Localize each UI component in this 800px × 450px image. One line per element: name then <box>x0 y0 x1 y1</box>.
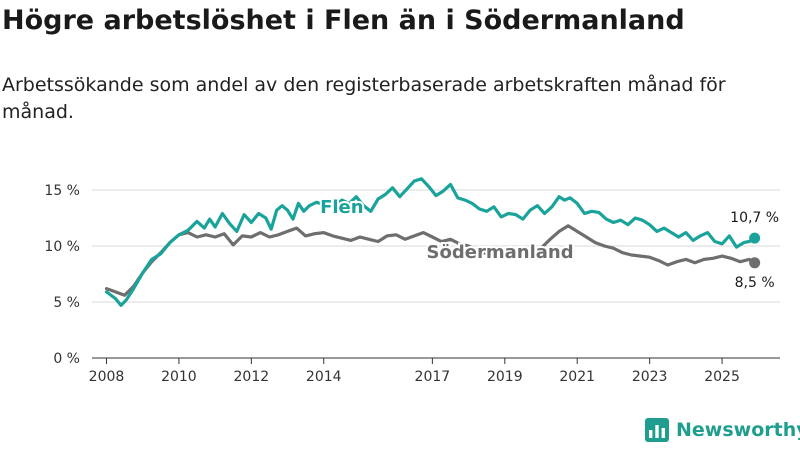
brand-name: Newsworthy <box>676 419 800 441</box>
end-point-flen <box>749 232 761 244</box>
line-chart: 0 %5 %10 %15 % 2008 2010 2012 2014 2017 2019 2… <box>44 177 780 385</box>
chart-subtitle: Arbetssökande som andel av den registerb… <box>2 74 726 123</box>
x-tick-label: 2010 <box>161 369 197 385</box>
gridlines <box>92 189 780 359</box>
bar-chart-logo-icon <box>645 418 669 442</box>
y-axis: 0 % 5 % 10 % 15 % <box>44 183 80 367</box>
series-line-sodermanland <box>104 224 757 297</box>
x-tick-label: 2021 <box>559 369 595 385</box>
series-label-sodermanland: Södermanland <box>427 242 574 263</box>
y-tick-label: 15 % <box>44 183 80 199</box>
newsworthy-logo: Newsworthy <box>645 418 800 442</box>
x-tick-label: 2012 <box>234 369 270 385</box>
series-layer <box>104 177 761 307</box>
x-axis: 2008 2010 2012 2014 2017 2019 2021 2023 2025 <box>89 358 740 385</box>
end-value-label-flen: 10,7 % <box>730 210 779 226</box>
x-tick-label: 2019 <box>487 369 523 385</box>
series-label-flen: Flen <box>320 197 364 218</box>
x-tick-label: 2017 <box>415 369 451 385</box>
series-line-flen <box>104 177 757 307</box>
end-point-sodermanland <box>749 257 761 269</box>
x-tick-label: 2008 <box>89 369 125 385</box>
y-tick-label: 10 % <box>44 239 80 255</box>
y-tick-label: 5 % <box>53 295 80 311</box>
label-layer: Flen Södermanland 10,7 % 8,5 % <box>318 195 779 291</box>
x-tick-label: 2025 <box>704 369 740 385</box>
y-tick-label: 0 % <box>53 351 80 367</box>
x-tick-label: 2023 <box>632 369 668 385</box>
chart-title: Högre arbetslöshet i Flen än i Södermanl… <box>2 5 685 36</box>
end-value-label-sodermanland: 8,5 % <box>735 275 775 291</box>
x-tick-label: 2014 <box>306 369 342 385</box>
